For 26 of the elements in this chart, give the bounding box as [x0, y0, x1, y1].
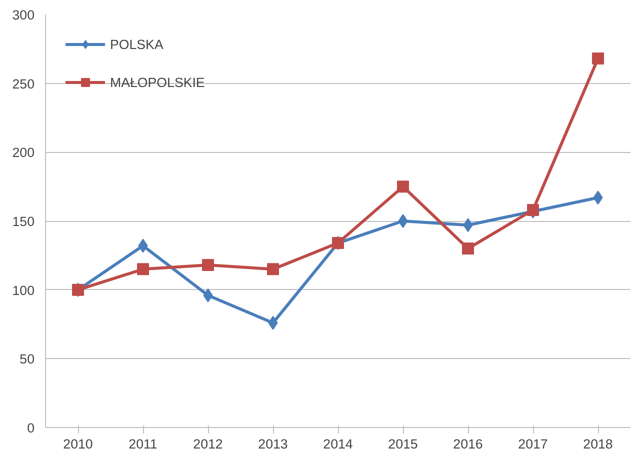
x-tick-label: 2014	[323, 436, 354, 452]
point	[137, 263, 149, 276]
x-tick-label: 2015	[388, 436, 418, 452]
point	[202, 259, 214, 272]
y-tick-label: 250	[12, 76, 35, 92]
x-tick-label: 2013	[258, 436, 288, 452]
x-tick-label: 2011	[128, 436, 158, 452]
point	[397, 180, 409, 193]
y-tick-label: 200	[12, 145, 35, 160]
y-tick-label: 50	[20, 352, 35, 367]
x-tick-label: 2010	[63, 436, 93, 452]
y-tick-label: 100	[12, 282, 35, 298]
point	[267, 263, 279, 276]
point	[592, 52, 604, 65]
point	[398, 214, 408, 228]
x-tick-label: 2017	[518, 436, 548, 452]
x-tick-label: 2012	[193, 436, 223, 452]
legend-label: POLSKA	[110, 36, 164, 52]
point	[462, 242, 474, 255]
legend-label: MAŁOPOLSKIE	[110, 74, 205, 90]
y-tick-label: 150	[12, 214, 35, 229]
point	[527, 204, 539, 216]
y-tick-label: 300	[12, 8, 35, 22]
x-tick-label: 2018	[583, 436, 613, 452]
x-tick-label: 2016	[453, 436, 483, 452]
y-tick-label: 0	[27, 420, 35, 436]
